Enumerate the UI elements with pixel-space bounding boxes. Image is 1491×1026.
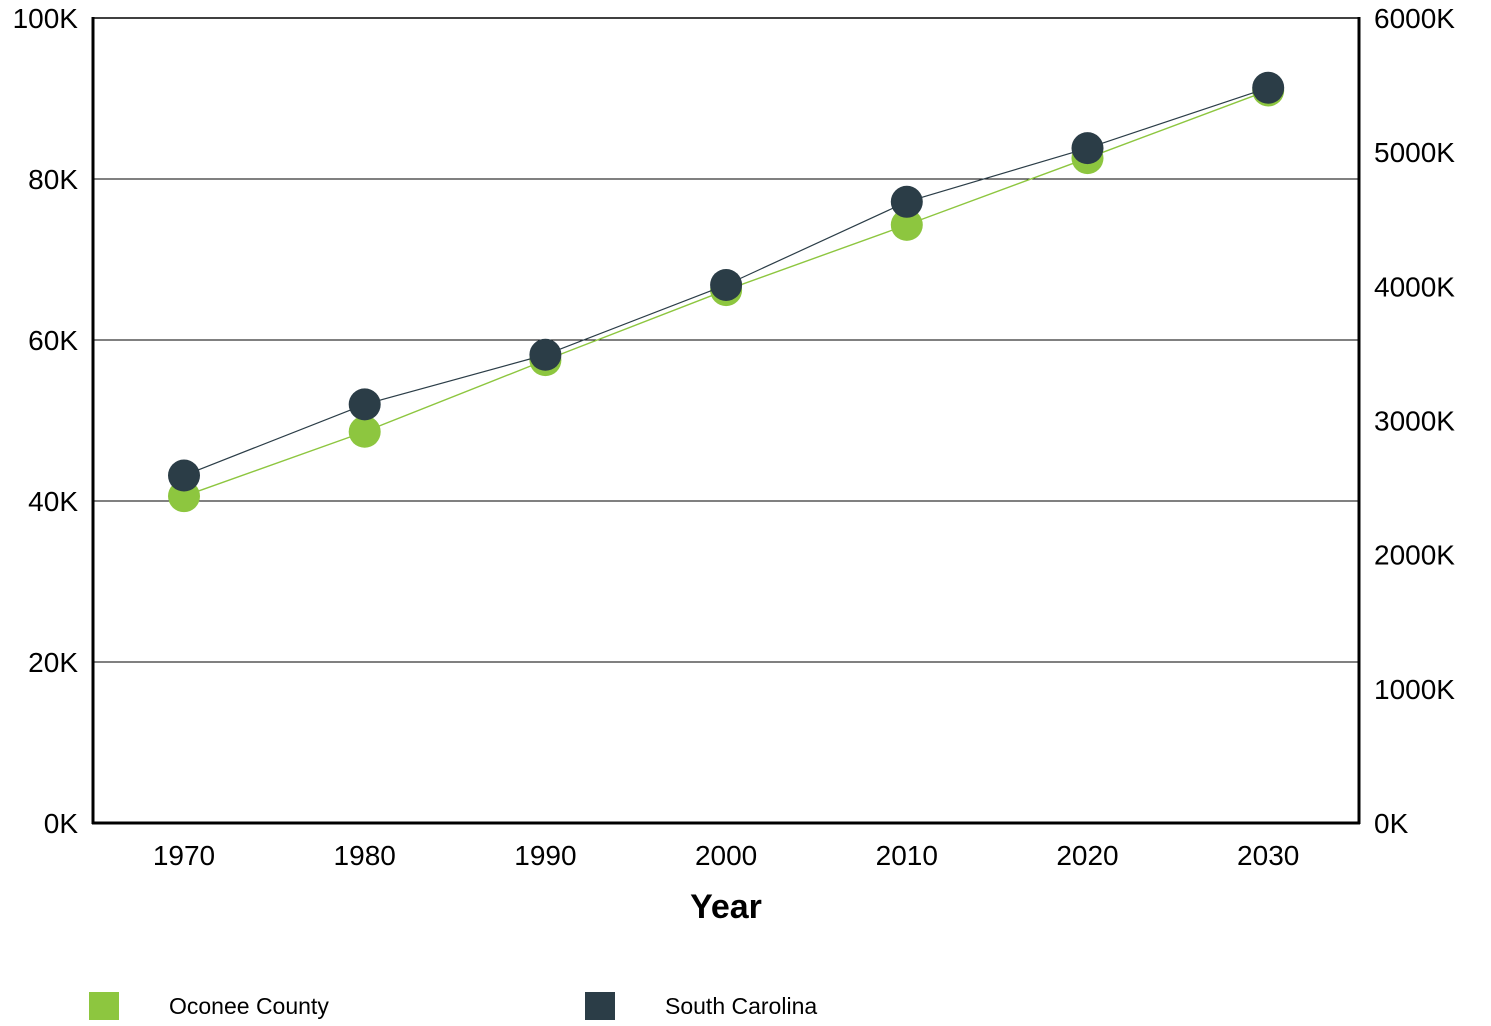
x-tick-label: 2010 xyxy=(876,840,938,871)
series-layer xyxy=(168,71,1285,513)
data-point-south-carolina xyxy=(890,185,923,218)
data-point-oconee-county xyxy=(348,415,381,448)
right-tick-label: 5000K xyxy=(1374,137,1455,168)
left-tick-label: 20K xyxy=(28,647,78,678)
data-point-south-carolina xyxy=(348,388,381,421)
right-tick-label: 2000K xyxy=(1374,540,1455,571)
left-tick-label: 100K xyxy=(13,3,79,34)
left-tick-label: 80K xyxy=(28,164,78,195)
right-tick-label: 6000K xyxy=(1374,3,1455,34)
left-tick-label: 60K xyxy=(28,325,78,356)
x-tick-label: 1980 xyxy=(334,840,396,871)
legend-swatch-oconee xyxy=(89,992,119,1020)
left-tick-label: 0K xyxy=(44,808,79,839)
left-axis-ticks: 0K 20K 40K 60K 80K 100K xyxy=(13,3,79,839)
data-point-south-carolina xyxy=(529,338,562,371)
legend-item-oconee: Oconee County xyxy=(89,992,329,1020)
right-axis-ticks: 0K 1000K 2000K 3000K 4000K 5000K 6000K xyxy=(1374,3,1455,839)
legend-item-south-carolina: South Carolina xyxy=(585,992,817,1020)
axes xyxy=(91,17,1361,825)
legend-label-oconee: Oconee County xyxy=(169,992,329,1019)
data-point-oconee-county xyxy=(890,208,923,241)
data-point-south-carolina xyxy=(168,459,200,492)
x-tick-label: 1990 xyxy=(514,840,576,871)
gridlines xyxy=(93,178,1359,663)
right-tick-label: 3000K xyxy=(1374,406,1455,437)
x-tick-label: 2020 xyxy=(1056,840,1118,871)
data-point-south-carolina xyxy=(1252,71,1285,104)
x-tick-label: 2000 xyxy=(695,840,757,871)
right-tick-label: 1000K xyxy=(1374,674,1455,705)
right-tick-label: 0K xyxy=(1374,808,1409,839)
left-tick-label: 40K xyxy=(28,486,78,517)
right-tick-label: 4000K xyxy=(1374,271,1455,302)
x-axis-ticks: 1970 1980 1990 2000 2010 2020 2030 xyxy=(153,840,1299,871)
data-point-south-carolina xyxy=(1071,132,1104,165)
x-tick-label: 1970 xyxy=(153,840,215,871)
legend-label-south-carolina: South Carolina xyxy=(665,992,818,1019)
data-point-south-carolina xyxy=(710,268,743,301)
x-axis-label: Year xyxy=(690,888,762,926)
x-tick-label: 2030 xyxy=(1237,840,1299,871)
legend-swatch-south-carolina xyxy=(585,992,615,1020)
